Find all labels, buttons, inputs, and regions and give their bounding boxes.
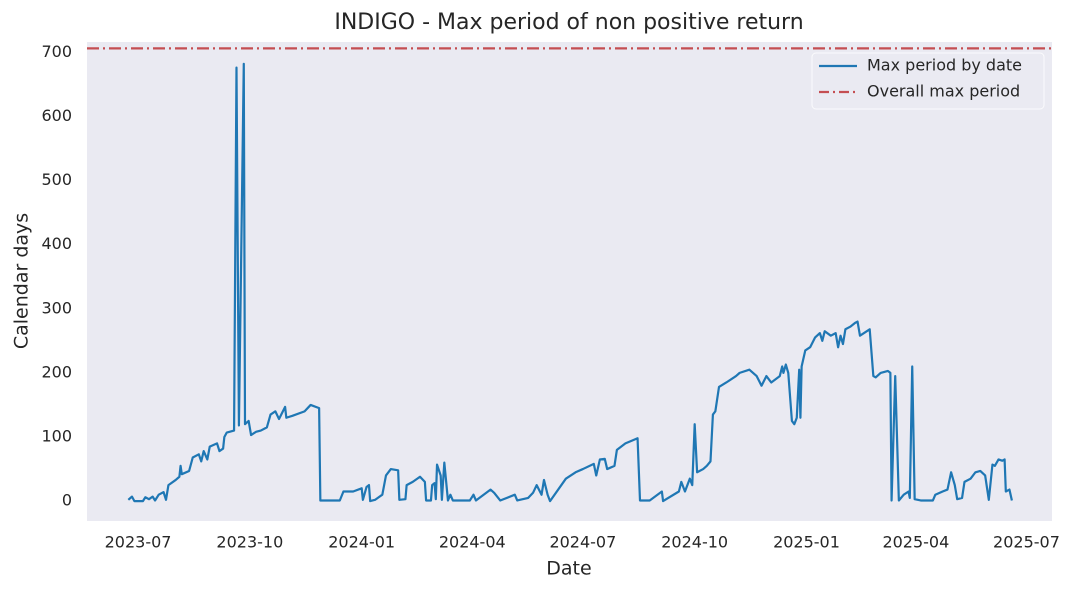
y-tick-label: 300	[41, 298, 72, 317]
x-tick-label: 2024-01	[328, 533, 395, 552]
x-tick-label: 2024-04	[439, 533, 506, 552]
x-tick-label: 2024-07	[549, 533, 616, 552]
y-tick-label: 600	[41, 106, 72, 125]
legend-box	[811, 52, 1045, 110]
y-axis-label: Calendar days	[11, 213, 33, 349]
legend-label: Max period by date	[867, 56, 1022, 75]
x-tick-label: 2023-07	[105, 533, 172, 552]
data-line	[127, 62, 1013, 503]
y-tick-label: 0	[62, 491, 72, 510]
chart-title: INDIGO - Max period of non positive retu…	[334, 10, 803, 35]
x-tick-label: 2025-01	[773, 533, 840, 552]
y-tick-label: 500	[41, 170, 72, 189]
y-tick-label: 200	[41, 362, 72, 381]
y-tick-label: 700	[41, 42, 72, 61]
x-tick-label: 2024-10	[661, 533, 728, 552]
x-tick-label: 2025-04	[882, 533, 949, 552]
legend: Max period by date Overall max period	[811, 52, 1045, 110]
y-tick-label: 400	[41, 234, 72, 253]
plot-area	[87, 42, 1052, 521]
y-tick-label: 100	[41, 426, 72, 445]
x-tick-label: 2023-10	[216, 533, 283, 552]
x-axis-label: Date	[546, 558, 591, 580]
legend-label: Overall max period	[867, 82, 1020, 101]
x-tick-label: 2025-07	[993, 533, 1060, 552]
